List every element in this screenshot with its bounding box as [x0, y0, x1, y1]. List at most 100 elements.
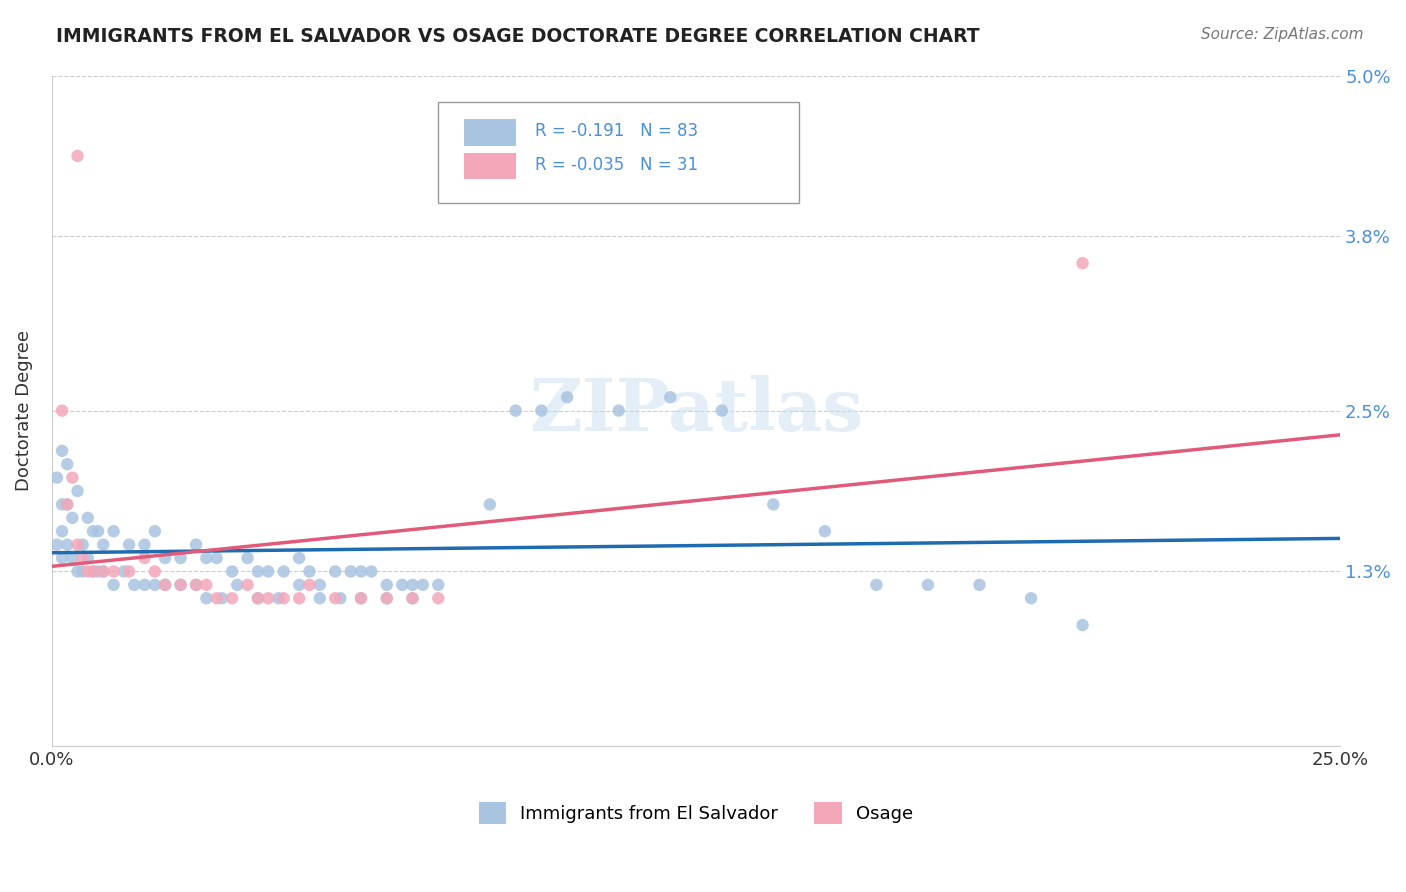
Point [350, 591, 373, 606]
Point [143, 578, 166, 592]
Point [51, 443, 73, 458]
Point [298, 565, 321, 579]
Point [66, 483, 89, 498]
Point [1019, 591, 1042, 606]
Point [134, 578, 156, 592]
Point [427, 591, 450, 606]
Point [72, 551, 94, 566]
Point [308, 591, 330, 606]
Point [195, 591, 218, 606]
Point [82, 524, 104, 539]
Point [329, 591, 352, 606]
Point [401, 591, 423, 606]
Point [66, 565, 89, 579]
Legend: Immigrants from El Salvador, Osage: Immigrants from El Salvador, Osage [471, 795, 921, 831]
FancyBboxPatch shape [464, 119, 516, 146]
Point [169, 578, 191, 592]
Point [153, 551, 176, 566]
Point [72, 538, 94, 552]
Point [195, 578, 218, 592]
Point [375, 591, 398, 606]
Point [103, 578, 125, 592]
Point [969, 578, 991, 592]
Point [184, 538, 207, 552]
Point [226, 578, 249, 592]
Point [246, 591, 269, 606]
Point [118, 538, 141, 552]
Point [87, 565, 110, 579]
Point [112, 565, 135, 579]
Point [1071, 256, 1094, 270]
Text: R = -0.035   N = 31: R = -0.035 N = 31 [534, 155, 697, 174]
Point [82, 565, 104, 579]
Point [288, 551, 311, 566]
Point [76, 565, 98, 579]
Point [143, 565, 166, 579]
Point [169, 578, 191, 592]
Point [87, 524, 110, 539]
Point [401, 591, 423, 606]
Text: Source: ZipAtlas.com: Source: ZipAtlas.com [1201, 27, 1364, 42]
Point [360, 565, 382, 579]
Point [103, 524, 125, 539]
Point [45, 538, 67, 552]
Point [350, 565, 373, 579]
Point [51, 498, 73, 512]
Point [91, 538, 114, 552]
Point [56, 457, 79, 471]
Point [1071, 618, 1094, 632]
Point [66, 149, 89, 163]
Point [401, 578, 423, 592]
Point [51, 403, 73, 417]
Point [246, 591, 269, 606]
Point [134, 551, 156, 566]
Point [288, 591, 311, 606]
Point [391, 578, 413, 592]
Point [257, 591, 280, 606]
Point [555, 390, 578, 404]
Point [60, 511, 83, 525]
Point [221, 591, 243, 606]
Point [211, 591, 233, 606]
Y-axis label: Doctorate Degree: Doctorate Degree [15, 330, 32, 491]
Point [236, 551, 259, 566]
Point [427, 578, 450, 592]
Point [273, 591, 295, 606]
Point [153, 578, 176, 592]
Point [323, 565, 346, 579]
Point [917, 578, 939, 592]
Text: R = -0.191   N = 83: R = -0.191 N = 83 [534, 122, 697, 140]
Point [205, 591, 228, 606]
Point [412, 578, 434, 592]
Point [60, 551, 83, 566]
Point [246, 565, 269, 579]
Point [865, 578, 887, 592]
Point [103, 565, 125, 579]
Point [236, 578, 259, 592]
Point [66, 538, 89, 552]
FancyBboxPatch shape [464, 153, 516, 179]
Point [339, 565, 361, 579]
Point [56, 538, 79, 552]
Point [184, 578, 207, 592]
Point [91, 565, 114, 579]
Point [51, 551, 73, 566]
Point [659, 390, 682, 404]
Point [205, 551, 228, 566]
Point [169, 551, 191, 566]
Point [72, 565, 94, 579]
Point [143, 524, 166, 539]
Point [257, 565, 280, 579]
Point [221, 565, 243, 579]
Point [323, 591, 346, 606]
Point [153, 578, 176, 592]
Point [82, 565, 104, 579]
Point [762, 498, 785, 512]
Point [375, 591, 398, 606]
Text: ZIPatlas: ZIPatlas [529, 376, 863, 446]
Point [134, 538, 156, 552]
Point [267, 591, 290, 606]
Point [91, 565, 114, 579]
Point [56, 498, 79, 512]
Point [350, 591, 373, 606]
